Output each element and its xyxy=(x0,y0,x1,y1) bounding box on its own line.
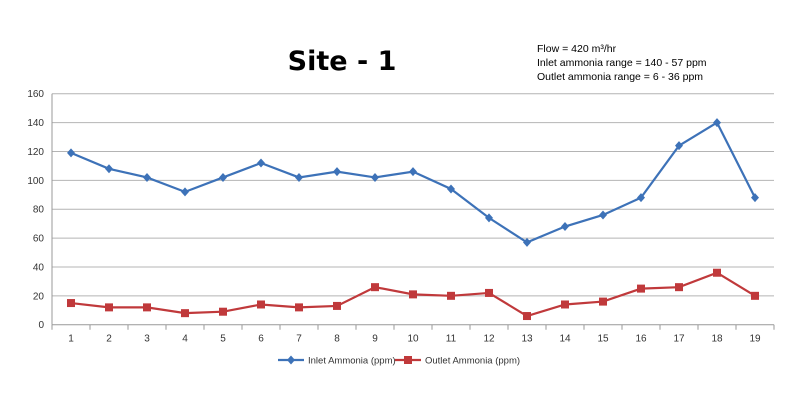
x-tick-label: 9 xyxy=(372,334,378,345)
outlet-data-point xyxy=(371,283,379,292)
annotation-inlet-range: Inlet ammonia range = 140 - 57 ppm xyxy=(537,57,707,69)
inlet-data-point xyxy=(447,184,455,194)
chart-title: Site - 1 xyxy=(288,46,397,77)
inlet-data-point xyxy=(295,172,303,182)
x-tick-label: 17 xyxy=(673,334,685,345)
inlet-data-point xyxy=(143,172,151,182)
outlet-data-point xyxy=(447,291,455,300)
outlet-data-point xyxy=(675,283,683,292)
y-tick-label: 40 xyxy=(33,262,45,273)
y-tick-label: 0 xyxy=(38,320,44,331)
outlet-data-point xyxy=(485,288,493,297)
y-tick-label: 160 xyxy=(27,89,44,100)
y-tick-label: 100 xyxy=(27,176,44,187)
outlet-data-point xyxy=(561,300,569,309)
outlet-data-point xyxy=(751,291,759,300)
x-tick-label: 10 xyxy=(407,334,419,345)
outlet-data-point xyxy=(637,284,645,293)
inlet-data-point xyxy=(599,210,607,220)
legend-marker-outlet xyxy=(404,356,412,364)
x-tick-label: 3 xyxy=(144,334,150,345)
inlet-data-point xyxy=(637,193,645,203)
outlet-data-point xyxy=(713,268,721,277)
x-tick-label: 7 xyxy=(296,334,302,345)
inlet-data-point xyxy=(333,167,341,177)
inlet-data-point xyxy=(409,167,417,177)
annotation-outlet-range: Outlet ammonia range = 6 - 36 ppm xyxy=(537,71,703,83)
y-tick-label: 140 xyxy=(27,118,44,129)
inlet-data-point xyxy=(181,187,189,197)
legend-label-outlet: Outlet Ammonia (ppm) xyxy=(425,356,520,367)
x-tick-label: 8 xyxy=(334,334,340,345)
outlet-data-point xyxy=(295,303,303,312)
legend-label-inlet: Inlet Ammonia (ppm) xyxy=(308,356,396,367)
outlet-data-point xyxy=(143,303,151,312)
x-tick-label: 12 xyxy=(483,334,495,345)
x-tick-label: 15 xyxy=(597,334,609,345)
legend-marker-inlet xyxy=(287,355,295,365)
inlet-data-point xyxy=(219,172,227,182)
y-tick-label: 80 xyxy=(33,205,45,216)
inlet-data-point xyxy=(371,172,379,182)
outlet-data-point xyxy=(599,297,607,306)
outlet-data-point xyxy=(67,299,75,308)
y-tick-label: 20 xyxy=(33,291,45,302)
inlet-data-point xyxy=(257,158,265,168)
outlet-data-point xyxy=(181,309,189,318)
outlet-data-point xyxy=(409,290,417,299)
inlet-data-point xyxy=(105,164,113,174)
annotation-flow: Flow = 420 m³/hr xyxy=(537,43,617,55)
x-tick-label: 6 xyxy=(258,334,264,345)
x-tick-label: 1 xyxy=(68,334,74,345)
x-tick-label: 5 xyxy=(220,334,226,345)
inlet-data-point xyxy=(561,222,569,232)
outlet-data-point xyxy=(219,307,227,316)
outlet-data-point xyxy=(257,300,265,309)
outlet-data-point xyxy=(333,301,341,310)
inlet-data-point xyxy=(675,141,683,151)
x-tick-label: 16 xyxy=(635,334,647,345)
x-tick-label: 11 xyxy=(446,334,457,345)
y-tick-label: 120 xyxy=(27,147,44,158)
x-tick-label: 19 xyxy=(749,334,761,345)
x-tick-label: 14 xyxy=(559,334,571,345)
inlet-data-point xyxy=(67,148,75,158)
inlet-series-line xyxy=(70,121,756,244)
y-tick-label: 60 xyxy=(33,234,45,245)
inlet-data-point xyxy=(485,213,493,223)
x-tick-label: 2 xyxy=(106,334,112,345)
x-tick-label: 13 xyxy=(521,334,533,345)
outlet-data-point xyxy=(523,312,531,321)
x-tick-label: 18 xyxy=(711,334,723,345)
inlet-data-point xyxy=(751,193,759,203)
inlet-data-point xyxy=(713,118,721,128)
inlet-data-point xyxy=(523,237,531,247)
x-tick-label: 4 xyxy=(182,334,188,345)
outlet-data-point xyxy=(105,303,113,312)
